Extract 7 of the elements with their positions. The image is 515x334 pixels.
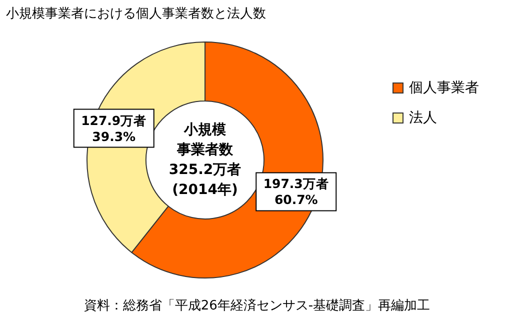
chart-title: 小規模事業者における個人事業者数と法人数 (6, 6, 266, 22)
legend-label: 個人事業者 (409, 80, 479, 96)
legend-label: 法人 (409, 110, 437, 126)
text: 資料：総務省「平成26年経済センサス-基礎調査」再編加工 (84, 298, 430, 314)
data-label: 197.3万者 60.7% (263, 176, 329, 208)
data-label: 127.9万者 39.3% (81, 112, 147, 144)
text: 小規模事業者数 325.2万者 (2014年) (168, 122, 242, 198)
